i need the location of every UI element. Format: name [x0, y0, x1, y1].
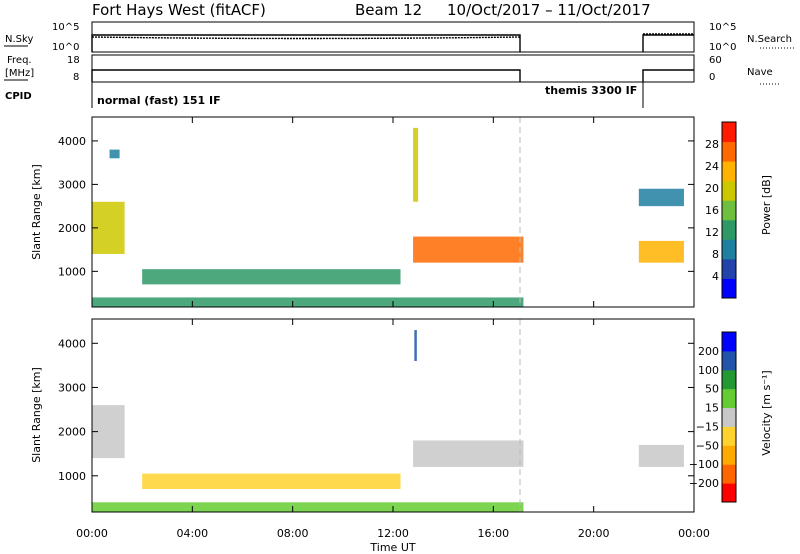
colorbar-segment [722, 122, 736, 143]
nave-tick-top: 60 [709, 55, 722, 66]
nave-label: Nave [747, 67, 773, 78]
velocity-colorbar-label: Velocity [m s⁻¹] [760, 370, 773, 455]
colorbar-tick-label: 16 [705, 204, 719, 217]
colorbar-tick-label: 12 [705, 226, 719, 239]
power-colorbar-label: Power [dB] [760, 175, 773, 235]
colorbar-segment [722, 258, 736, 279]
x-tick-label: 12:00 [377, 527, 409, 540]
echo-region [413, 127, 419, 202]
y-tick-label: 3000 [58, 178, 86, 191]
colorbar-tick-label: 100 [698, 364, 719, 377]
power-colorbar: 4 8 12 16 20 24 28 [705, 121, 737, 299]
colorbar-segment [722, 445, 736, 465]
echo-region [638, 188, 684, 207]
colorbar-segment [722, 200, 736, 221]
colorbar-segment [722, 332, 736, 352]
velocity-ylabel: Slant Range [km] [30, 367, 43, 463]
colorbar-tick-label: −100 [689, 458, 719, 471]
noise-tick-top-right: 10^5 [709, 22, 736, 33]
colorbar-segment [722, 180, 736, 201]
echo-region [109, 149, 120, 159]
colorbar-tick-label: 200 [698, 345, 719, 358]
station-title: Fort Hays West (fitACF) [92, 1, 266, 19]
freq-tick-bottom: 8 [73, 72, 79, 83]
colorbar-tick-label: 4 [712, 270, 719, 283]
x-tick-label: 00:00 [678, 527, 710, 540]
beam-label: Beam 12 [355, 1, 422, 19]
noise-tick-top-left: 10^5 [52, 22, 79, 33]
freq-label: Freq. [7, 55, 32, 66]
colorbar-segment [722, 369, 736, 390]
y-tick-label: 4000 [58, 337, 86, 350]
colorbar-segment [722, 350, 736, 371]
nsearch-label: N.Search [747, 34, 792, 45]
date-range: 10/Oct/2017 – 11/Oct/2017 [447, 1, 651, 19]
x-tick-label: 20:00 [578, 527, 610, 540]
echo-region [638, 240, 684, 263]
colorbar-tick-label: −15 [696, 420, 719, 433]
colorbar-tick-label: 15 [705, 402, 719, 415]
echo-region [92, 297, 524, 307]
colorbar-segment [722, 407, 736, 427]
x-tick-label: 08:00 [277, 527, 309, 540]
nave-tick-bottom: 0 [709, 72, 715, 83]
noise-tick-bottom-left: 10^0 [52, 42, 79, 53]
freq-strip-frame [91, 54, 695, 83]
colorbar-tick-label: 8 [712, 248, 719, 261]
noise-tick-bottom-right: 10^0 [709, 42, 736, 53]
y-tick-label: 2000 [58, 222, 86, 235]
freq-tick-top: 18 [67, 55, 80, 66]
colorbar-segment [722, 161, 736, 182]
echo-region [142, 269, 401, 285]
echo-region [638, 444, 684, 467]
echo-region [92, 502, 524, 512]
colorbar-segment [722, 219, 736, 240]
noise-strip-frame [91, 21, 695, 53]
power-echo-layer [92, 127, 684, 307]
colorbar-tick-label: −200 [689, 477, 719, 490]
colorbar-frame [721, 121, 737, 299]
colorbar-tick-label: 28 [705, 138, 719, 151]
colorbar-segment [722, 141, 736, 162]
nsky-label: N.Sky [5, 34, 33, 45]
colorbar-segment [722, 426, 736, 446]
colorbar-segment [722, 483, 736, 503]
nsky-trace [91, 34, 694, 52]
y-tick-label: 1000 [58, 470, 86, 483]
colorbar-tick-label: 50 [705, 383, 719, 396]
nsearch-trace [91, 33, 694, 40]
colorbar-segment [722, 464, 736, 484]
cpid-label: CPID [5, 91, 32, 102]
colorbar-segment [722, 278, 736, 299]
cpid-normal: normal (fast) 151 IF [97, 94, 221, 107]
freq-unit-label: [MHz] [5, 68, 34, 79]
time-axis: 00:00 04:00 08:00 12:00 16:00 20:00 00:00 [76, 117, 710, 540]
echo-region [142, 473, 401, 490]
y-tick-label: 2000 [58, 426, 86, 439]
power-ylabel: Slant Range [km] [30, 164, 43, 260]
echo-region [413, 440, 524, 467]
x-tick-label: 04:00 [176, 527, 208, 540]
cpid-themis: themis 3300 IF [545, 84, 637, 97]
velocity-y-ticks: 1000 2000 3000 4000 [58, 337, 694, 483]
echo-region [414, 330, 417, 361]
power-y-ticks: 1000 2000 3000 4000 [58, 135, 694, 278]
y-tick-label: 3000 [58, 381, 86, 394]
x-tick-label: 16:00 [477, 527, 509, 540]
time-axis-label: Time UT [369, 541, 415, 554]
y-tick-label: 1000 [58, 265, 86, 278]
y-tick-label: 4000 [58, 135, 86, 148]
colorbar-tick-label: 20 [705, 182, 719, 195]
freq-trace [91, 69, 694, 82]
colorbar-segment [722, 239, 736, 260]
colorbar-tick-label: 24 [705, 160, 719, 173]
velocity-echo-layer [92, 330, 684, 512]
echo-region [413, 236, 524, 263]
velocity-colorbar: 200 100 50 15 −15 −50 −100 −200 [689, 331, 737, 503]
colorbar-tick-label: −50 [696, 439, 719, 452]
colorbar-frame [721, 331, 737, 503]
x-tick-label: 00:00 [76, 527, 108, 540]
colorbar-segment [722, 388, 736, 409]
